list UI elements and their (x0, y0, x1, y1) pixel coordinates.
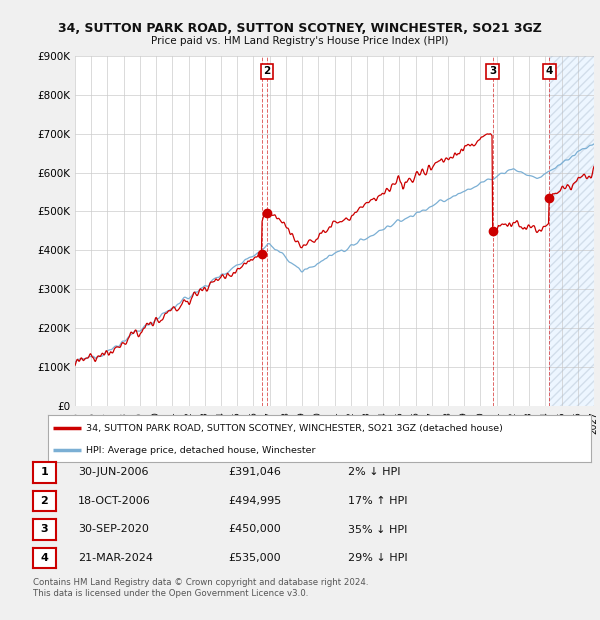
Text: Price paid vs. HM Land Registry's House Price Index (HPI): Price paid vs. HM Land Registry's House … (151, 36, 449, 46)
Text: 21-MAR-2024: 21-MAR-2024 (78, 553, 153, 563)
Text: 34, SUTTON PARK ROAD, SUTTON SCOTNEY, WINCHESTER, SO21 3GZ: 34, SUTTON PARK ROAD, SUTTON SCOTNEY, WI… (58, 22, 542, 35)
Text: 34, SUTTON PARK ROAD, SUTTON SCOTNEY, WINCHESTER, SO21 3GZ (detached house): 34, SUTTON PARK ROAD, SUTTON SCOTNEY, WI… (86, 424, 503, 433)
Text: £494,995: £494,995 (228, 496, 281, 506)
Text: 18-OCT-2006: 18-OCT-2006 (78, 496, 151, 506)
Text: 30-SEP-2020: 30-SEP-2020 (78, 525, 149, 534)
Text: 4: 4 (546, 66, 553, 76)
Text: £450,000: £450,000 (228, 525, 281, 534)
Text: 3: 3 (41, 525, 48, 534)
Text: 3: 3 (489, 66, 496, 76)
Text: 17% ↑ HPI: 17% ↑ HPI (348, 496, 407, 506)
Text: 29% ↓ HPI: 29% ↓ HPI (348, 553, 407, 563)
Text: HPI: Average price, detached house, Winchester: HPI: Average price, detached house, Winc… (86, 446, 316, 455)
Text: 1: 1 (41, 467, 48, 477)
Bar (550, 56, 594, 406)
Text: £391,046: £391,046 (228, 467, 281, 477)
Text: This data is licensed under the Open Government Licence v3.0.: This data is licensed under the Open Gov… (33, 588, 308, 598)
Text: 2: 2 (41, 496, 48, 506)
Text: 30-JUN-2006: 30-JUN-2006 (78, 467, 149, 477)
Text: 35% ↓ HPI: 35% ↓ HPI (348, 525, 407, 534)
Bar (550, 56, 594, 406)
Text: 2: 2 (263, 66, 271, 76)
Text: Contains HM Land Registry data © Crown copyright and database right 2024.: Contains HM Land Registry data © Crown c… (33, 577, 368, 587)
Text: 4: 4 (40, 553, 49, 563)
Text: £535,000: £535,000 (228, 553, 281, 563)
Text: 2% ↓ HPI: 2% ↓ HPI (348, 467, 401, 477)
